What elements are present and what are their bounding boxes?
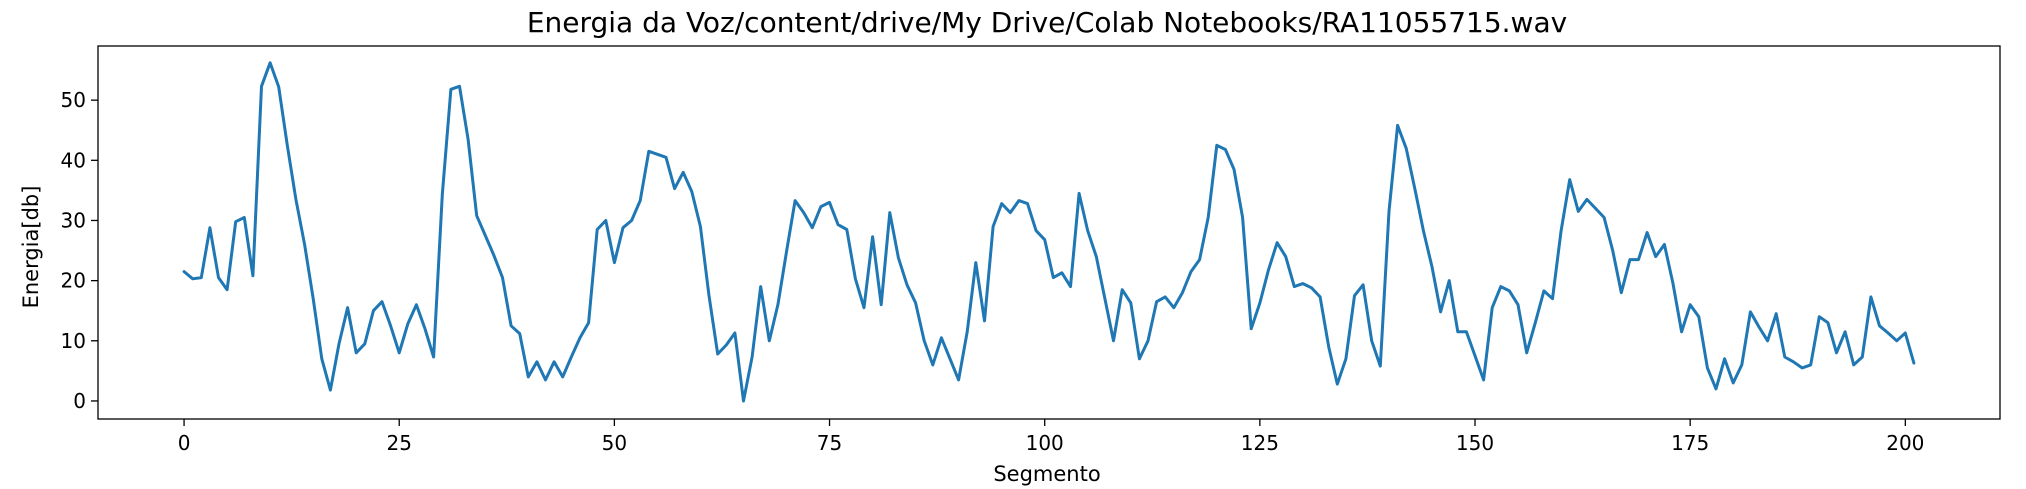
- y-axis-label: Energia[db]: [19, 186, 43, 309]
- plot-area: 0 10 20 30 40 50 0 25 50 75 100 125 150 175 200: [61, 45, 2001, 455]
- y-tick-label: 10: [61, 329, 86, 353]
- x-tick-label: 75: [817, 431, 842, 455]
- x-tick-label: 50: [602, 431, 627, 455]
- x-tick-label: 175: [1671, 431, 1709, 455]
- axes-frame: [97, 45, 2001, 420]
- x-tick-label: 200: [1886, 431, 1924, 455]
- y-tick-label: 0: [73, 389, 86, 413]
- x-axis-label: Segmento: [993, 462, 1100, 486]
- y-axis: 0 10 20 30 40 50: [61, 88, 98, 413]
- x-tick-label: 0: [178, 431, 191, 455]
- y-tick-label: 40: [61, 148, 86, 172]
- y-tick-label: 50: [61, 88, 86, 112]
- y-tick-label: 30: [61, 208, 86, 232]
- x-tick-label: 125: [1241, 431, 1279, 455]
- x-tick-label: 100: [1026, 431, 1064, 455]
- x-tick-label: 150: [1456, 431, 1494, 455]
- x-tick-label: 25: [386, 431, 411, 455]
- y-tick-label: 20: [61, 269, 86, 293]
- chart-title: Energia da Voz/content/drive/My Drive/Co…: [527, 6, 1567, 39]
- x-axis: 0 25 50 75 100 125 150 175 200: [178, 419, 1924, 455]
- series-line: [182, 61, 1916, 403]
